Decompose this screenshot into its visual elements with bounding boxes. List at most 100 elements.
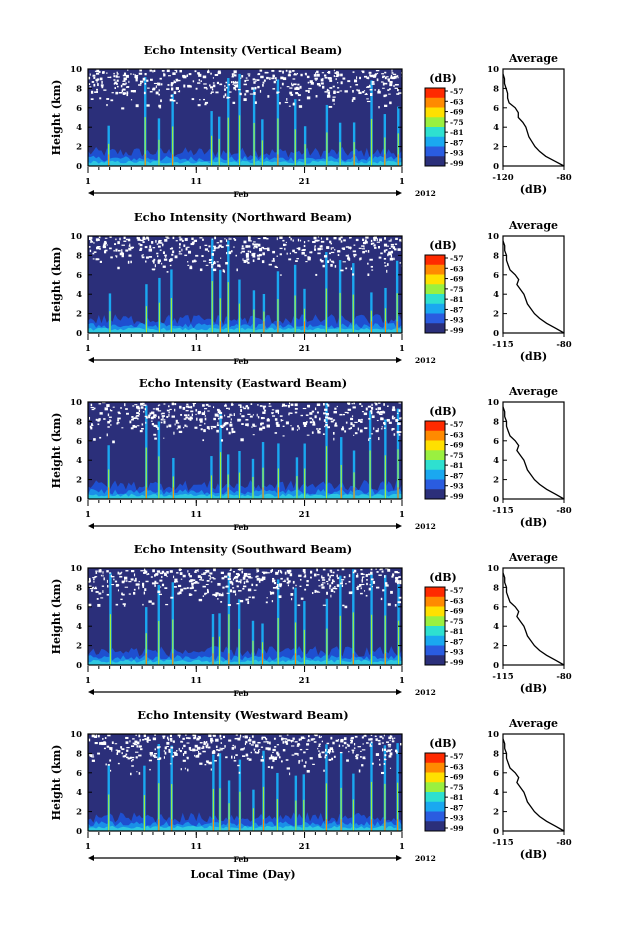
missing-data — [245, 755, 249, 757]
missing-data — [249, 577, 253, 579]
missing-data — [369, 74, 371, 77]
average-y-tick-label: 0 — [493, 827, 499, 837]
missing-data — [340, 73, 343, 77]
missing-data — [190, 593, 193, 596]
x-tick-label: 1 — [399, 344, 405, 354]
echo-spike-core — [304, 468, 306, 499]
missing-data — [379, 763, 381, 766]
missing-data — [100, 741, 105, 744]
missing-data — [368, 417, 371, 420]
missing-data — [351, 736, 354, 739]
missing-data — [387, 89, 390, 91]
missing-data — [206, 426, 210, 429]
missing-data — [221, 592, 224, 594]
missing-data — [220, 601, 223, 603]
missing-data — [354, 79, 358, 83]
missing-data — [247, 245, 251, 248]
missing-data — [339, 751, 343, 754]
missing-data — [97, 734, 100, 738]
average-y-tick-label: 10 — [487, 398, 499, 408]
missing-data — [376, 586, 380, 589]
missing-data — [259, 427, 263, 431]
colorbar-swatch — [425, 156, 445, 167]
missing-data — [168, 751, 171, 753]
missing-data — [280, 760, 283, 763]
missing-data — [329, 586, 331, 590]
missing-data — [203, 98, 206, 101]
missing-data — [135, 583, 140, 586]
missing-data — [135, 577, 137, 581]
missing-data — [377, 407, 382, 410]
missing-data — [205, 745, 208, 748]
missing-data — [332, 741, 335, 745]
missing-data — [296, 745, 300, 747]
missing-data — [239, 736, 241, 739]
missing-data — [320, 583, 324, 586]
missing-data — [164, 587, 168, 589]
missing-data — [243, 572, 248, 576]
missing-data — [237, 737, 241, 741]
missing-data — [331, 757, 334, 761]
missing-data — [394, 737, 396, 739]
missing-data — [396, 579, 399, 582]
missing-data — [352, 406, 356, 409]
missing-data — [121, 249, 123, 251]
missing-data — [357, 89, 360, 92]
missing-data — [226, 427, 229, 431]
missing-data — [152, 408, 156, 410]
missing-data — [211, 577, 215, 579]
missing-data — [150, 576, 153, 578]
missing-data — [340, 240, 343, 243]
missing-data — [302, 248, 306, 251]
missing-data — [233, 82, 236, 84]
missing-data — [188, 85, 192, 88]
missing-data — [280, 570, 282, 573]
missing-data — [163, 420, 166, 424]
missing-data — [279, 415, 283, 417]
missing-data — [361, 749, 366, 751]
missing-data — [161, 417, 164, 419]
colorbar-swatch — [425, 264, 445, 275]
missing-data — [142, 254, 144, 256]
missing-data — [106, 98, 110, 100]
missing-data — [126, 86, 129, 88]
missing-data — [385, 750, 388, 753]
missing-data — [133, 573, 136, 577]
missing-data — [266, 424, 270, 428]
missing-data — [130, 745, 135, 748]
missing-data — [116, 256, 118, 258]
missing-data — [289, 91, 293, 95]
missing-data — [116, 73, 119, 75]
missing-data — [230, 237, 232, 240]
missing-data — [220, 738, 223, 740]
missing-data — [290, 739, 294, 742]
missing-data — [321, 586, 325, 589]
missing-data — [385, 568, 389, 570]
missing-data — [187, 587, 189, 589]
average-x-tick-label: -80 — [556, 340, 571, 350]
missing-data — [185, 410, 189, 412]
missing-data — [269, 591, 271, 593]
missing-data — [260, 759, 264, 762]
missing-data — [179, 735, 181, 738]
missing-data — [138, 580, 140, 583]
missing-data — [322, 264, 325, 268]
echo-spike-peak — [340, 819, 342, 831]
missing-data — [380, 771, 385, 775]
missing-data — [153, 82, 158, 85]
missing-data — [257, 749, 260, 753]
missing-data — [157, 245, 161, 248]
missing-data — [346, 412, 349, 414]
missing-data — [213, 406, 215, 409]
missing-data — [171, 415, 175, 418]
x-tick-label: 1 — [85, 177, 91, 187]
missing-data — [341, 584, 344, 588]
missing-data — [199, 762, 203, 765]
missing-data — [384, 237, 386, 240]
echo-spike-core — [325, 288, 327, 333]
missing-data — [256, 569, 259, 572]
missing-data — [94, 735, 98, 738]
missing-data — [397, 581, 399, 585]
missing-data — [197, 754, 200, 757]
missing-data — [255, 79, 257, 82]
